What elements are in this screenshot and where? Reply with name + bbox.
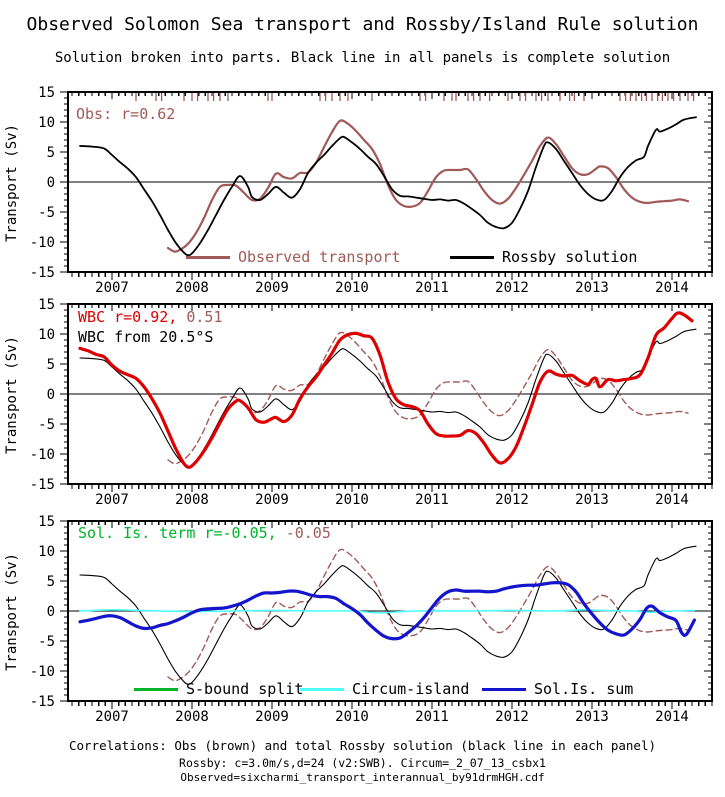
svg-text:2008: 2008 (175, 280, 209, 296)
svg-text:2009: 2009 (255, 709, 289, 725)
svg-text:2011: 2011 (415, 280, 449, 296)
svg-text:0: 0 (47, 604, 55, 620)
wbc-r-value-obs: 0.51 (177, 308, 223, 326)
legend-item-rossby-solution: Rossby solution (450, 248, 637, 266)
svg-text:2009: 2009 (255, 280, 289, 296)
svg-text:10: 10 (38, 544, 55, 560)
caption-correlations: Correlations: Obs (brown) and total Ross… (69, 738, 656, 753)
svg-text:-15: -15 (30, 265, 55, 281)
legend-label-s-bound-split: S-bound split (186, 680, 304, 698)
svg-text:5: 5 (47, 357, 55, 373)
wbc-r-value: WBC r=0.92, (78, 308, 178, 326)
svg-text:-5: -5 (38, 205, 55, 221)
caption-observed-source: Observed=sixcharmi_transport_interannual… (180, 771, 545, 784)
svg-text:-10: -10 (30, 235, 55, 251)
svg-text:5: 5 (47, 145, 55, 161)
solis-r-value: Sol. Is. term r=-0.05, (78, 524, 277, 542)
circum-island-line-swatch (300, 687, 344, 691)
svg-text:-10: -10 (30, 447, 55, 463)
y-axis-label-panel-2: Transport (Sv) (4, 336, 20, 455)
panel-2-correlation-annotation: WBC r=0.92, 0.51 (78, 308, 223, 326)
svg-text:0: 0 (47, 387, 55, 403)
observed-transport-line-swatch (186, 255, 230, 259)
svg-text:2013: 2013 (575, 492, 609, 508)
svg-text:15: 15 (38, 297, 55, 313)
chart-title: Observed Solomon Sea transport and Rossb… (26, 14, 699, 35)
legend-item-circum-island: Circum-island (300, 680, 469, 698)
svg-text:2010: 2010 (335, 280, 369, 296)
svg-text:2008: 2008 (175, 709, 209, 725)
solis-sum-line-swatch (482, 687, 526, 691)
svg-text:2009: 2009 (255, 492, 289, 508)
svg-text:2011: 2011 (415, 492, 449, 508)
obs-r-value: Obs: r=0.62 (76, 105, 176, 123)
svg-text:15: 15 (38, 514, 55, 530)
svg-text:2014: 2014 (655, 492, 689, 508)
svg-text:-5: -5 (38, 417, 55, 433)
svg-text:2013: 2013 (575, 709, 609, 725)
svg-text:5: 5 (47, 574, 55, 590)
svg-text:10: 10 (38, 115, 55, 131)
svg-text:0: 0 (47, 175, 55, 191)
legend-label-observed-transport: Observed transport (238, 248, 401, 266)
svg-text:2007: 2007 (95, 492, 129, 508)
legend-label-rossby-solution: Rossby solution (502, 248, 638, 266)
svg-text:2014: 2014 (655, 709, 689, 725)
svg-text:2007: 2007 (95, 709, 129, 725)
svg-text:2012: 2012 (495, 709, 529, 725)
svg-text:-10: -10 (30, 664, 55, 680)
svg-text:2008: 2008 (175, 492, 209, 508)
panel-2-source-annotation: WBC from 20.5°S (78, 328, 213, 346)
caption-rossby-params: Rossby: c=3.0m/s,d=24 (v2:SWB). Circum=_… (179, 756, 546, 770)
svg-text:2013: 2013 (575, 280, 609, 296)
legend-label-solis-sum: Sol.Is. sum (534, 680, 634, 698)
y-axis-label-panel-3: Transport (Sv) (4, 553, 20, 672)
svg-text:2010: 2010 (335, 709, 369, 725)
svg-text:-15: -15 (30, 477, 55, 493)
panel-1-correlation-annotation: Obs: r=0.62 (76, 105, 175, 123)
svg-text:-15: -15 (30, 694, 55, 710)
svg-text:2007: 2007 (95, 280, 129, 296)
svg-text:10: 10 (38, 327, 55, 343)
legend-item-solis-sum: Sol.Is. sum (482, 680, 633, 698)
svg-text:2014: 2014 (655, 280, 689, 296)
svg-text:2010: 2010 (335, 492, 369, 508)
svg-text:-5: -5 (38, 634, 55, 650)
legend-item-s-bound-split: S-bound split (134, 680, 303, 698)
y-axis-label-panel-1: Transport (Sv) (4, 124, 20, 243)
legend-item-observed-transport: Observed transport (186, 248, 401, 266)
solis-r-value-obs: -0.05 (276, 524, 331, 542)
svg-text:15: 15 (38, 85, 55, 101)
chart-subtitle: Solution broken into parts. Black line i… (54, 50, 671, 66)
rossby-solution-line-swatch (450, 255, 494, 259)
svg-text:2012: 2012 (495, 280, 529, 296)
wbc-source-label: WBC from 20.5°S (78, 328, 214, 346)
svg-text:2011: 2011 (415, 709, 449, 725)
svg-text:2012: 2012 (495, 492, 529, 508)
s-bound-split-line-swatch (134, 687, 178, 691)
panel-3-correlation-annotation: Sol. Is. term r=-0.05, -0.05 (78, 524, 331, 542)
legend-label-circum-island: Circum-island (352, 680, 470, 698)
